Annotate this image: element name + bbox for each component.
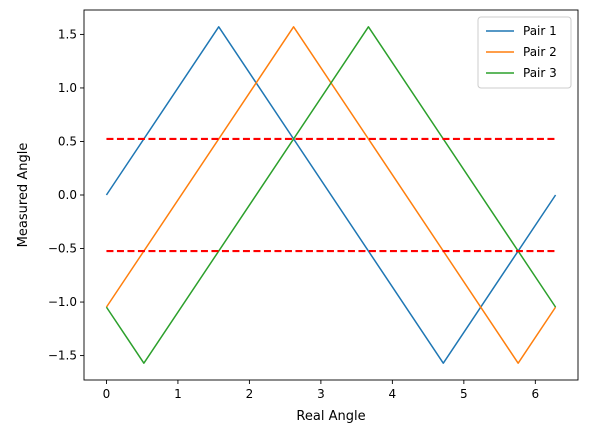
y-tick-label: 1.0 xyxy=(58,81,77,95)
y-tick-label: 0.0 xyxy=(58,188,77,202)
x-tick-label: 5 xyxy=(460,387,468,401)
legend-label-pair-3: Pair 3 xyxy=(523,66,557,80)
plot-area xyxy=(105,26,557,364)
y-axis-label: Measured Angle xyxy=(16,143,31,248)
x-tick-label: 0 xyxy=(103,387,111,401)
y-tick-label: −0.5 xyxy=(48,242,77,256)
x-tick-label: 3 xyxy=(317,387,325,401)
series-line-pair-3 xyxy=(105,26,557,364)
series-line-pair-1 xyxy=(105,26,557,364)
series-line-pair-2 xyxy=(105,26,557,364)
y-tick-label: 1.5 xyxy=(58,27,77,41)
legend-box xyxy=(477,16,572,89)
legend-label-pair-2: Pair 2 xyxy=(523,45,557,59)
x-tick-label: 1 xyxy=(174,387,182,401)
legend: Pair 1 Pair 2 Pair 3 xyxy=(477,16,572,89)
x-tick-label: 4 xyxy=(389,387,397,401)
y-tick-label: −1.5 xyxy=(48,349,77,363)
x-axis-label: Real Angle xyxy=(296,409,365,424)
axes: 0 1 2 3 4 5 6 −1.5 −1.0 −0.5 0.0 0.5 1.0 1.5 xyxy=(48,9,579,401)
y-tick-label: 0.5 xyxy=(58,134,77,148)
y-tick-label: −1.0 xyxy=(48,295,77,309)
legend-label-pair-1: Pair 1 xyxy=(523,24,557,38)
x-tick-label: 2 xyxy=(246,387,254,401)
x-tick-label: 6 xyxy=(532,387,540,401)
